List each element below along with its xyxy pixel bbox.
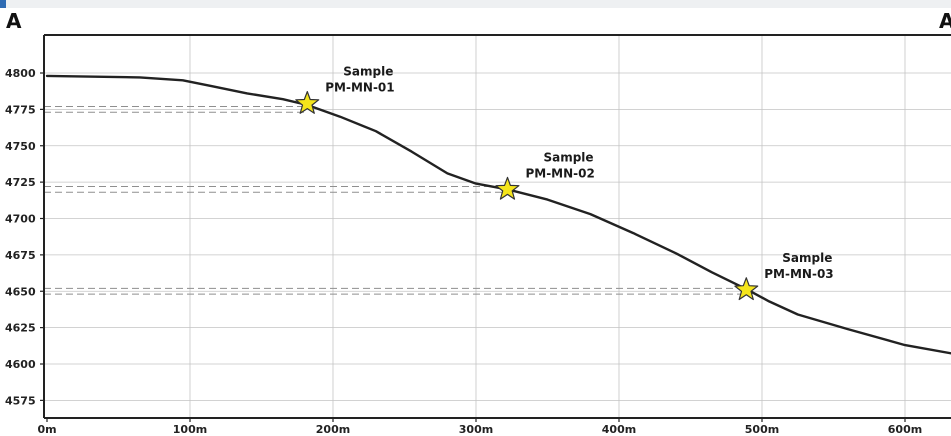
x-tick-label: 500m <box>745 423 779 436</box>
corner-accent <box>0 0 6 8</box>
x-tick-label: 300m <box>459 423 493 436</box>
y-tick-label: 4625 <box>5 322 36 335</box>
y-tick-label: 4650 <box>5 285 36 298</box>
sample-label: Sample <box>343 65 393 79</box>
x-tick-label: 0m <box>37 423 56 436</box>
y-tick-label: 4675 <box>5 249 36 262</box>
y-tick-label: 4600 <box>5 358 36 371</box>
y-tick-label: 4575 <box>5 394 36 407</box>
sample-id: PM-MN-02 <box>525 166 594 180</box>
sample-label: Sample <box>543 150 593 164</box>
sample-id: PM-MN-01 <box>325 81 394 95</box>
y-tick-label: 4750 <box>5 140 36 153</box>
sample-star-marker <box>295 90 320 114</box>
sample-star-marker <box>495 176 520 200</box>
section-label-end: A' <box>939 9 951 33</box>
section-label-start: A <box>6 9 22 33</box>
x-tick-label: 100m <box>173 423 207 436</box>
x-tick-label: 400m <box>602 423 636 436</box>
plot-area <box>44 35 951 418</box>
elevation-profile-line <box>45 74 951 355</box>
sample-star-marker <box>734 277 759 301</box>
x-tick-label: 600m <box>888 423 922 436</box>
top-bar <box>0 0 951 8</box>
y-tick-label: 4725 <box>5 176 36 189</box>
y-tick-label: 4800 <box>5 67 36 80</box>
sample-label: Sample <box>782 251 832 265</box>
y-tick-label: 4700 <box>5 213 36 226</box>
y-tick-label: 4775 <box>5 103 36 116</box>
sample-id: PM-MN-03 <box>764 267 833 281</box>
x-tick-label: 200m <box>316 423 350 436</box>
